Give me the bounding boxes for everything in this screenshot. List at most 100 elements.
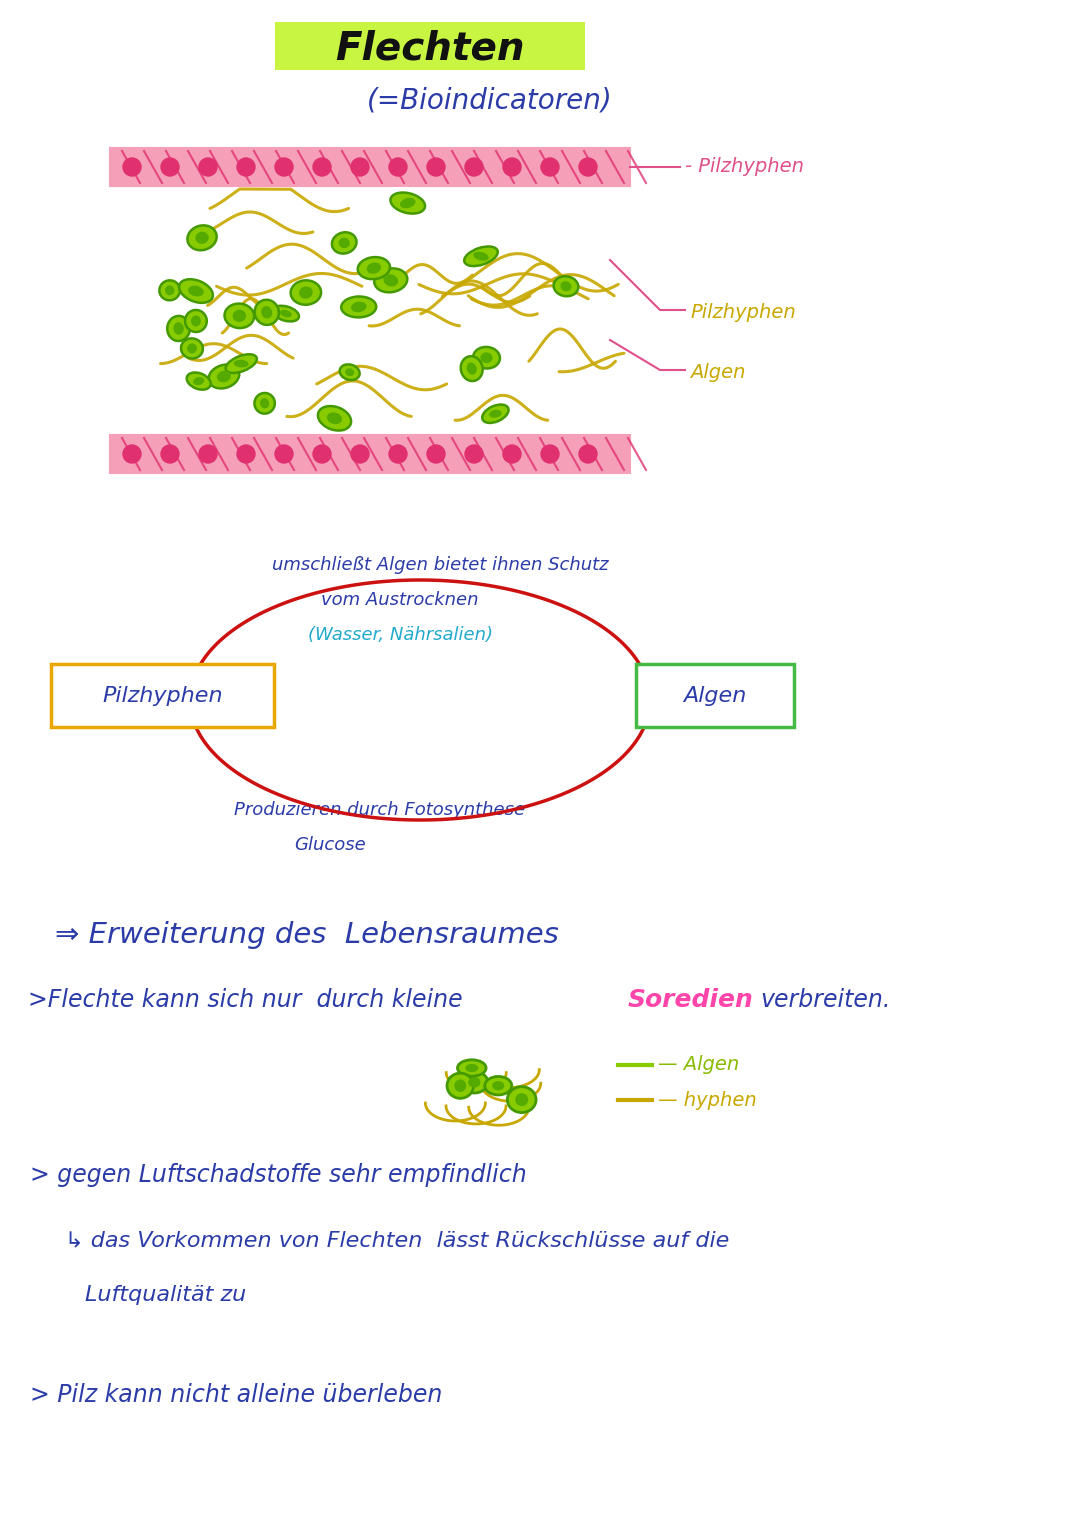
Ellipse shape <box>226 354 257 372</box>
Ellipse shape <box>165 285 174 295</box>
Text: Luftqualität zu: Luftqualität zu <box>85 1285 246 1305</box>
Ellipse shape <box>508 1087 536 1112</box>
Text: > Pilz kann nicht alleine überleben: > Pilz kann nicht alleine überleben <box>30 1383 443 1407</box>
Ellipse shape <box>273 305 299 322</box>
Ellipse shape <box>339 238 350 249</box>
Ellipse shape <box>485 1076 512 1096</box>
Ellipse shape <box>346 368 354 375</box>
Ellipse shape <box>561 281 571 291</box>
Ellipse shape <box>467 363 476 375</box>
Ellipse shape <box>492 1080 504 1090</box>
Ellipse shape <box>400 198 416 209</box>
Text: ↳ das Vorkommen von Flechten  lässt Rückschlüsse auf die: ↳ das Vorkommen von Flechten lässt Rücks… <box>65 1230 729 1250</box>
Text: Pilzhyphen: Pilzhyphen <box>103 685 222 705</box>
Ellipse shape <box>375 269 407 293</box>
Ellipse shape <box>515 1093 528 1106</box>
Circle shape <box>465 159 483 175</box>
Ellipse shape <box>473 346 500 368</box>
Circle shape <box>275 446 293 462</box>
Ellipse shape <box>261 307 272 319</box>
Circle shape <box>465 446 483 462</box>
Ellipse shape <box>554 276 578 296</box>
Ellipse shape <box>332 232 356 253</box>
Ellipse shape <box>464 247 498 266</box>
FancyBboxPatch shape <box>51 664 274 726</box>
Text: Pilzhyphen: Pilzhyphen <box>690 302 796 322</box>
Ellipse shape <box>188 226 217 250</box>
Circle shape <box>503 159 521 175</box>
Circle shape <box>275 159 293 175</box>
Text: Algen: Algen <box>684 685 746 705</box>
Ellipse shape <box>367 262 381 273</box>
Text: ⇒ Erweiterung des  Lebensraumes: ⇒ Erweiterung des Lebensraumes <box>55 922 558 949</box>
Text: Produzieren durch Fotosynthese: Produzieren durch Fotosynthese <box>234 801 526 819</box>
Circle shape <box>313 446 330 462</box>
Circle shape <box>351 446 369 462</box>
Text: verbreiten.: verbreiten. <box>760 987 890 1012</box>
Circle shape <box>579 159 597 175</box>
Ellipse shape <box>233 360 248 368</box>
Text: > gegen Luftschadstoffe sehr empfindlich: > gegen Luftschadstoffe sehr empfindlich <box>30 1163 527 1187</box>
Circle shape <box>427 446 445 462</box>
Ellipse shape <box>174 322 184 334</box>
Circle shape <box>199 446 217 462</box>
Ellipse shape <box>299 287 313 299</box>
Circle shape <box>351 159 369 175</box>
Text: Algen: Algen <box>690 363 745 382</box>
Ellipse shape <box>341 296 376 317</box>
Circle shape <box>161 159 179 175</box>
Ellipse shape <box>465 1064 478 1073</box>
Circle shape <box>237 159 255 175</box>
FancyBboxPatch shape <box>110 148 630 186</box>
Ellipse shape <box>351 302 366 313</box>
Circle shape <box>389 159 407 175</box>
Ellipse shape <box>217 371 231 383</box>
FancyBboxPatch shape <box>110 435 630 473</box>
Ellipse shape <box>167 316 190 340</box>
Circle shape <box>389 446 407 462</box>
Circle shape <box>123 159 141 175</box>
Ellipse shape <box>318 406 351 430</box>
Ellipse shape <box>255 299 279 325</box>
Text: Glucose: Glucose <box>294 836 366 855</box>
Circle shape <box>199 159 217 175</box>
Circle shape <box>161 446 179 462</box>
Ellipse shape <box>193 377 204 385</box>
Text: umschließt Algen bietet ihnen Schutz: umschließt Algen bietet ihnen Schutz <box>272 555 608 574</box>
Text: vom Austrocknen: vom Austrocknen <box>321 591 478 609</box>
Ellipse shape <box>179 279 213 302</box>
Ellipse shape <box>187 372 211 389</box>
Ellipse shape <box>461 356 483 382</box>
Circle shape <box>503 446 521 462</box>
Ellipse shape <box>187 343 197 354</box>
FancyBboxPatch shape <box>110 186 630 435</box>
Circle shape <box>541 446 559 462</box>
Ellipse shape <box>469 1077 481 1088</box>
Ellipse shape <box>458 1059 486 1076</box>
Ellipse shape <box>357 256 390 279</box>
Ellipse shape <box>195 232 208 244</box>
Text: — Algen: — Algen <box>658 1056 739 1074</box>
Ellipse shape <box>383 275 399 287</box>
Ellipse shape <box>191 316 201 327</box>
Text: (=Bioindicatoren): (=Bioindicatoren) <box>367 85 612 114</box>
Circle shape <box>427 159 445 175</box>
Text: Soredien: Soredien <box>627 987 754 1012</box>
Ellipse shape <box>181 339 203 359</box>
Ellipse shape <box>327 412 342 424</box>
Ellipse shape <box>188 285 204 296</box>
Ellipse shape <box>481 353 492 363</box>
Ellipse shape <box>482 404 509 423</box>
Ellipse shape <box>185 310 206 333</box>
Ellipse shape <box>160 281 180 301</box>
Ellipse shape <box>255 394 274 414</box>
Ellipse shape <box>232 310 246 322</box>
Text: Flechten: Flechten <box>335 29 525 67</box>
Ellipse shape <box>455 1079 467 1093</box>
Ellipse shape <box>260 398 269 409</box>
Text: (Wasser, Nährsalien): (Wasser, Nährsalien) <box>308 626 492 644</box>
Ellipse shape <box>340 365 360 380</box>
Circle shape <box>237 446 255 462</box>
Ellipse shape <box>489 409 501 418</box>
Circle shape <box>313 159 330 175</box>
